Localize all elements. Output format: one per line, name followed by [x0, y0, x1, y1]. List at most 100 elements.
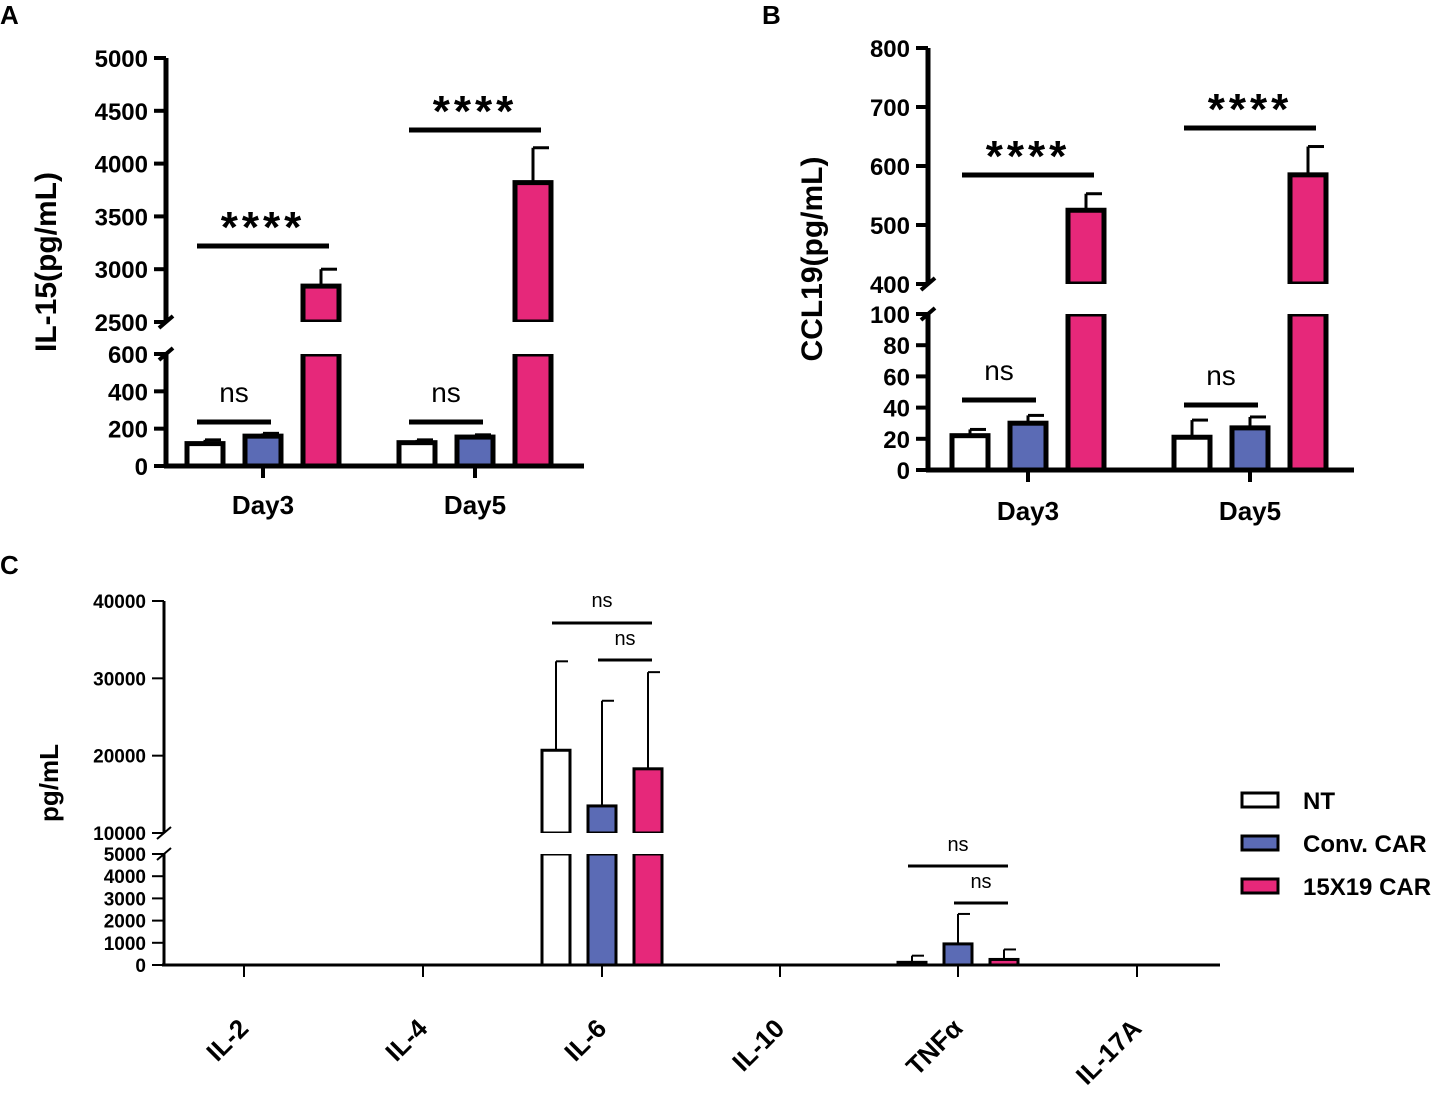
bar-conv-car-day5	[1229, 425, 1271, 473]
bar-conv-car-day5	[454, 434, 496, 469]
bar-break-gap	[1285, 284, 1331, 314]
legend: NT Conv. CAR 15X19 CAR	[1240, 788, 1431, 901]
y-tick-label: 600	[870, 154, 910, 181]
significance-label: ns	[947, 834, 968, 856]
x-tick-label-il-17a: IL-17A	[1070, 1013, 1148, 1091]
bar-nt-il-6-upper	[540, 748, 572, 835]
bar-15x19-car-day3	[300, 351, 342, 469]
bar-break-gap	[539, 833, 573, 854]
bar-nt-day5	[1171, 434, 1213, 473]
bar-nt-day3	[184, 441, 226, 469]
y-tick-label: 2000	[104, 912, 146, 933]
panel-label: A	[0, 0, 19, 30]
x-tick-label-il-2: IL-2	[200, 1013, 254, 1067]
y-tick-label: 4000	[104, 867, 146, 888]
y-tick-label: 2500	[95, 310, 148, 337]
y-tick-label: 3000	[95, 257, 148, 284]
y-tick-label: 400	[870, 272, 910, 299]
y-tick-label: 60	[883, 364, 910, 391]
legend-swatch-conv-car	[1240, 834, 1280, 852]
y-tick-label: 3500	[95, 204, 148, 231]
y-axis-label: pg/mL	[34, 744, 64, 822]
bar-break-gap	[585, 833, 619, 854]
y-tick-label: 80	[883, 333, 910, 360]
x-tick-label-il-6: IL-6	[558, 1013, 612, 1067]
y-tick-label: 3000	[104, 889, 146, 910]
legend-swatch-15x19-car	[1240, 877, 1280, 895]
bar-15x19-car-day5-upper	[1287, 172, 1329, 287]
significance-label: ns	[431, 377, 461, 408]
bar-15x19-car-day5	[1287, 311, 1329, 473]
y-tick-label: 800	[870, 36, 910, 63]
x-tick-label-day5: Day5	[1219, 496, 1281, 526]
bar-15x19-car-il-6-upper	[632, 767, 664, 835]
bar-15x19-car-tnf	[988, 957, 1020, 967]
legend-label-15x19-car: 15X19 CAR	[1303, 874, 1431, 901]
bar-nt-day5	[396, 440, 438, 469]
bar-15x19-car-day5	[512, 351, 554, 469]
bar-break-gap	[510, 322, 556, 354]
bar-15x19-car-day3-upper	[1065, 207, 1107, 287]
y-tick-label: 40	[883, 396, 910, 423]
y-tick-label: 40000	[93, 592, 146, 613]
significance-label: ****	[221, 203, 306, 252]
y-tick-label: 500	[870, 213, 910, 240]
bar-15x19-car-day5-upper	[512, 180, 554, 325]
y-axis-label: CCL19(pg/mL)	[796, 157, 829, 362]
x-tick-label-il-10: IL-10	[726, 1013, 790, 1077]
significance-label: ****	[433, 87, 518, 136]
y-tick-label: 100	[870, 302, 910, 329]
bar-break-gap	[298, 322, 344, 354]
y-tick-label: 30000	[93, 669, 146, 690]
panel-label: B	[762, 0, 781, 30]
y-tick-label: 5000	[104, 845, 146, 866]
bar-nt-day3	[949, 433, 991, 473]
y-tick-label: 20000	[93, 747, 146, 768]
bar-conv-car-il-6-upper	[586, 804, 618, 835]
x-tick-label-tnf: TNFα	[900, 1013, 968, 1081]
y-tick-label: 700	[870, 95, 910, 122]
significance-label: ns	[1206, 360, 1236, 391]
y-tick-label: 0	[135, 454, 148, 481]
y-tick-label: 4000	[95, 152, 148, 179]
y-tick-label: 600	[108, 342, 148, 369]
y-tick-label: 0	[897, 458, 910, 485]
bar-nt-tnf	[896, 960, 928, 967]
significance-label: ns	[970, 871, 991, 893]
significance-label: ns	[591, 590, 612, 612]
x-tick-label-il-4: IL-4	[379, 1013, 433, 1067]
bar-break-gap	[631, 833, 665, 854]
x-tick-label-day3: Day3	[232, 490, 294, 520]
y-tick-label: 200	[108, 417, 148, 444]
bar-15x19-car-day3-upper	[300, 283, 342, 325]
y-tick-label: 4500	[95, 99, 148, 126]
y-tick-label: 5000	[95, 46, 148, 73]
y-tick-label: 20	[883, 427, 910, 454]
bar-conv-car-il-6	[586, 852, 618, 967]
bar-conv-car-day3	[1007, 420, 1049, 473]
legend-swatch-nt	[1240, 791, 1280, 809]
panel-b: B 0 20 40 60 80 100 400 500 600 700 800 CCL19(pg/mL)…	[762, 0, 1354, 526]
y-tick-label: 400	[108, 379, 148, 406]
bar-15x19-car-il-6	[632, 852, 664, 967]
panel-label: C	[0, 550, 19, 580]
bar-break-gap	[1063, 284, 1109, 314]
panel-a: A 0 200 400 600 2500 3000 3500 4000 4500 5000 IL-15…	[0, 0, 584, 520]
x-tick-label-day5: Day5	[444, 490, 506, 520]
legend-label-nt: NT	[1303, 788, 1335, 815]
significance-label: ****	[1208, 85, 1293, 134]
y-tick-label: 1000	[104, 934, 146, 955]
significance-label: ns	[219, 377, 249, 408]
y-tick-label: 0	[135, 956, 146, 977]
x-tick-label-day3: Day3	[997, 496, 1059, 526]
bar-conv-car-day3	[242, 433, 284, 469]
bar-conv-car-tnf	[942, 942, 974, 967]
significance-label: ns	[984, 355, 1014, 386]
bar-nt-il-6	[540, 852, 572, 967]
y-tick-label: 10000	[93, 824, 146, 845]
significance-label: ****	[986, 132, 1071, 181]
y-axis-label: IL-15(pg/mL)	[30, 172, 63, 352]
legend-label-conv-car: Conv. CAR	[1303, 831, 1427, 858]
